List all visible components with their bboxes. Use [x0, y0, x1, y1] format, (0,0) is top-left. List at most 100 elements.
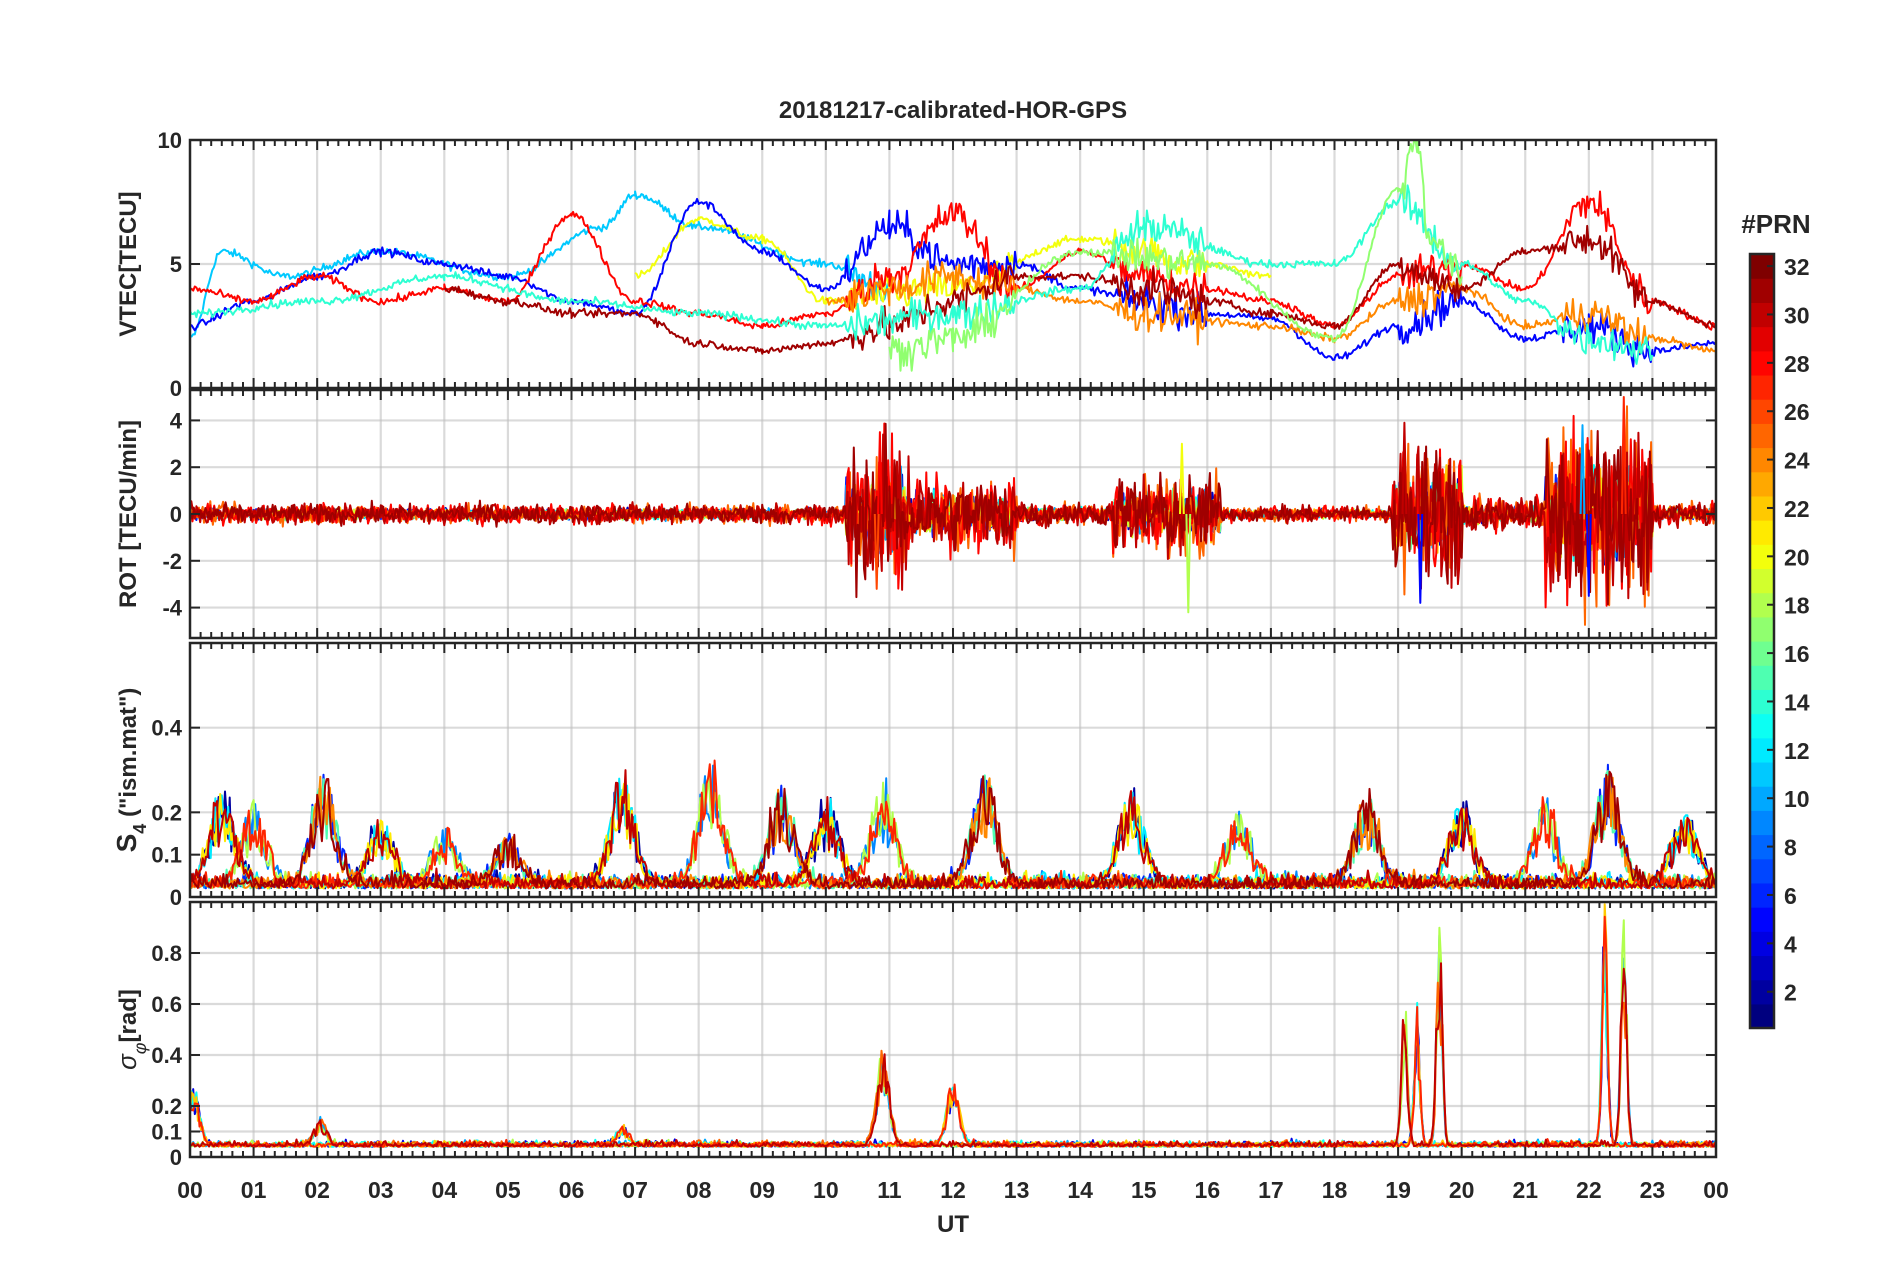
x-tick-label: 08	[686, 1177, 712, 1203]
colorbar-frame	[1748, 252, 1776, 1030]
x-tick-label: 15	[1131, 1177, 1157, 1203]
y-axis-label-rot: ROT [TECU/min]	[115, 420, 142, 608]
colorbar-band	[1750, 520, 1774, 545]
panel-vtec: 0 5 10 VTEC[TECU]	[115, 128, 1718, 401]
x-tick-label: 00	[1703, 1177, 1729, 1203]
y-tick-label-sigma_phi: 0.4	[151, 1043, 182, 1068]
y-tick-label-rot: 2	[170, 455, 182, 480]
traces-s4	[190, 759, 1716, 890]
colorbar-band	[1750, 616, 1774, 642]
colorbar-tick-label: 26	[1784, 399, 1810, 425]
colorbar-band	[1750, 907, 1774, 932]
rot-extreme-spike	[1185, 513, 1192, 614]
x-tick-label: 09	[749, 1177, 775, 1203]
x-tick-label: 04	[432, 1177, 458, 1203]
traces-rot	[190, 396, 1716, 626]
colorbar-band	[1750, 761, 1774, 787]
panel-rot: -4 -2 0 2 4 ROT [TECU/min]	[115, 388, 1718, 640]
vtec-series-prn-31	[443, 224, 1716, 355]
y-tick-label-sigma_phi: 0.6	[151, 992, 182, 1017]
vtec-series-prn-24	[825, 260, 1716, 354]
y-tick-label-sigma_phi: 0	[170, 1145, 182, 1170]
x-tick-label: 16	[1195, 1177, 1221, 1203]
colorbar-band	[1750, 326, 1774, 352]
rot-extreme-spike	[1179, 442, 1185, 515]
y-axis-label-s4: S4 ("ism.mat")	[111, 688, 150, 853]
y-tick-label-s4: 0	[170, 885, 182, 910]
x-tick-label: 06	[559, 1177, 585, 1203]
colorbar-band	[1750, 374, 1774, 400]
rot-extreme-spike	[1579, 424, 1586, 515]
vtec-series-prn-5	[190, 197, 1716, 368]
traces-sigma_phi	[190, 903, 1716, 1148]
colorbar-tick-label: 10	[1784, 786, 1810, 812]
x-tick-label: 17	[1258, 1177, 1284, 1203]
colorbar-band	[1750, 713, 1774, 739]
colorbar-band	[1750, 665, 1774, 690]
x-tick-label: 19	[1385, 1177, 1411, 1203]
colorbar-tick-label: 22	[1784, 496, 1810, 522]
y-tick-label-sigma_phi: 0.8	[151, 941, 182, 966]
x-tick-label: 20	[1449, 1177, 1475, 1203]
colorbar-tick-label: 28	[1784, 351, 1810, 377]
rot-extreme-spike	[1620, 396, 1627, 515]
rot-extreme-spike	[877, 431, 883, 515]
y-tick-label-s4: 0.2	[151, 800, 182, 825]
colorbar-tick-label: 2	[1784, 980, 1797, 1006]
y-tick-label-vtec: 0	[170, 376, 182, 401]
y-tick-label-vtec: 5	[170, 252, 182, 277]
rot-extreme-spike	[873, 513, 880, 590]
y-tick-label-sigma_phi: 0.2	[151, 1094, 182, 1119]
y-axis-label-sigma_phi: σφ[rad]	[112, 989, 150, 1070]
x-tick-label: 14	[1067, 1177, 1093, 1203]
colorbar-band	[1750, 568, 1774, 594]
figure-title: 20181217-calibrated-HOR-GPS	[779, 97, 1127, 124]
x-tick-label: 11	[877, 1177, 902, 1203]
s4-series-prn-30	[190, 769, 1716, 890]
x-axis: 00 01 02 03 04 05 06 07 08 09 10 11 12 13 14 15 16 17 18 19…	[177, 1177, 1729, 1203]
x-tick-label: 05	[495, 1177, 521, 1203]
vtec-series-prn-14	[190, 184, 1654, 365]
rot-extreme-spike	[1417, 513, 1424, 604]
grid-sigma_phi	[190, 902, 1716, 1157]
colorbar-tick-label: 16	[1784, 641, 1810, 667]
grid-s4	[190, 643, 1716, 897]
x-axis-label: UT	[937, 1211, 969, 1238]
panel-sigma_phi: 00.10.2 0.4 0.6 0.8σφ[rad]	[112, 900, 1718, 1170]
colorbar-tick-label: 30	[1784, 302, 1810, 328]
colorbar-tick-label: 14	[1784, 689, 1810, 715]
colorbar-tick-label: 4	[1784, 931, 1797, 957]
x-tick-label: 21	[1512, 1177, 1538, 1203]
x-tick-label: 10	[813, 1177, 839, 1203]
colorbar-band	[1750, 858, 1774, 884]
y-tick-label-rot: 4	[170, 408, 183, 433]
rot-extreme-spike	[1585, 513, 1592, 597]
y-tick-label-s4: 0.1	[151, 843, 182, 868]
y-tick-label-rot: -2	[162, 549, 182, 574]
y-tick-label-s4: 0.4	[151, 716, 182, 741]
x-tick-label: 13	[1004, 1177, 1030, 1203]
colorbar-band	[1750, 810, 1774, 836]
x-tick-label: 12	[940, 1177, 966, 1203]
y-tick-label-rot: 0	[170, 502, 182, 527]
rot-series-prn-31	[190, 422, 1716, 606]
x-tick-label: 23	[1640, 1177, 1666, 1203]
colorbar-tick-label: 6	[1784, 883, 1797, 909]
colorbar-tick-label: 32	[1784, 254, 1810, 280]
colorbar-tick-label: 8	[1784, 835, 1797, 861]
x-tick-label: 18	[1322, 1177, 1348, 1203]
x-tick-label: 07	[622, 1177, 648, 1203]
colorbar-tick-label: 18	[1784, 593, 1810, 619]
x-tick-label: 22	[1576, 1177, 1602, 1203]
colorbar-band	[1750, 955, 1774, 981]
sigma-series-prn-30	[190, 962, 1716, 1148]
panel-s4: 0 0.1 0.2 0.4S4 ("ism.mat")	[111, 641, 1718, 910]
colorbar-band	[1750, 471, 1774, 497]
y-tick-label-rot: -4	[162, 596, 182, 621]
colorbar-band	[1750, 278, 1774, 303]
x-tick-label: 02	[304, 1177, 330, 1203]
colorbar-tick-label: 20	[1784, 544, 1810, 570]
colorbar-tick-label: 12	[1784, 738, 1810, 764]
